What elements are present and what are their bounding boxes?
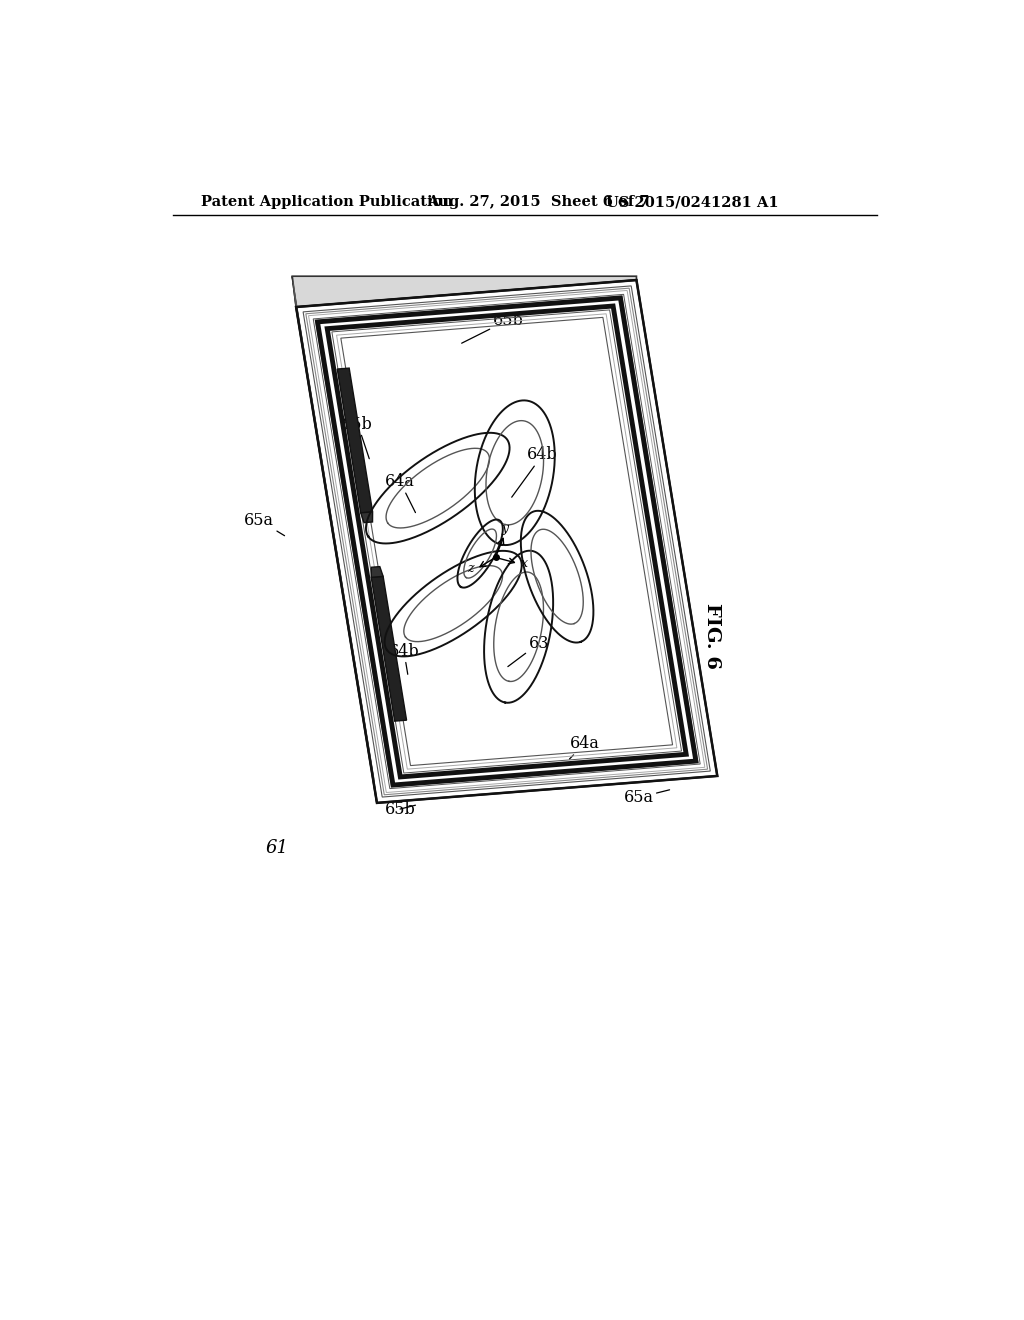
Text: FIG. 6: FIG. 6 [702,603,721,669]
Text: 65b: 65b [342,416,373,459]
Polygon shape [292,276,637,308]
Text: US 2015/0241281 A1: US 2015/0241281 A1 [606,195,779,210]
Text: y: y [501,521,508,535]
Text: z: z [467,562,473,576]
Text: 64b: 64b [388,643,419,675]
Text: 65b: 65b [462,312,523,343]
Text: 64b: 64b [512,446,558,498]
Text: Patent Application Publication: Patent Application Publication [202,195,454,210]
Polygon shape [334,327,679,756]
Text: 63: 63 [508,635,549,667]
Text: 65a: 65a [244,512,285,536]
Polygon shape [372,566,383,577]
Text: 64a: 64a [385,474,416,512]
Text: 64a: 64a [569,735,600,759]
Polygon shape [360,512,373,523]
Text: x: x [521,557,528,570]
Polygon shape [337,368,373,513]
Text: 65b: 65b [385,800,416,817]
Polygon shape [292,276,377,803]
Text: Aug. 27, 2015  Sheet 6 of 7: Aug. 27, 2015 Sheet 6 of 7 [427,195,649,210]
Polygon shape [372,577,407,721]
Text: 61: 61 [265,838,289,857]
Polygon shape [296,280,717,803]
Text: 65a: 65a [624,789,670,807]
